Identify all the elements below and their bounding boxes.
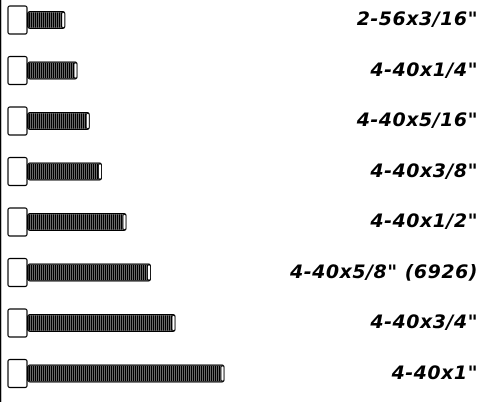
thread-lines — [29, 164, 100, 179]
screw-head — [7, 5, 28, 35]
screw-label-4: 4-40x3/8" — [370, 159, 478, 182]
screw-6 — [7, 257, 151, 288]
screw-label-1: 2-56x3/16" — [356, 8, 478, 30]
thread-lines — [29, 113, 88, 129]
screw-label-8: 4-40x1" — [391, 361, 478, 384]
screw-tip — [147, 264, 151, 281]
screw-2 — [7, 55, 78, 86]
screw-label-5: 4-40x1/2" — [370, 210, 478, 232]
screw-tip — [220, 365, 225, 382]
thread-lines — [29, 315, 174, 331]
screw-label-3: 4-40x5/16" — [356, 109, 478, 131]
screw-tip — [73, 62, 78, 79]
screw-head — [7, 308, 28, 338]
screw-7 — [7, 308, 176, 338]
screws-group — [0, 0, 225, 402]
screw-1 — [7, 5, 66, 35]
screw-3 — [7, 106, 90, 136]
screw-tip — [122, 214, 127, 230]
thread-lines — [29, 366, 222, 381]
screw-head — [7, 358, 28, 389]
screw-label-6: 4-40x5/8" (6926) — [290, 260, 478, 283]
screw-8 — [7, 358, 225, 389]
screw-head — [7, 207, 28, 237]
screw-4 — [7, 156, 102, 187]
screw-head — [7, 106, 28, 136]
screw-tip — [98, 163, 102, 180]
screw-tip — [171, 315, 176, 331]
screw-head — [7, 55, 28, 86]
screw-head — [7, 257, 28, 288]
screw-label-2: 4-40x1/4" — [370, 58, 478, 81]
screw-head — [7, 156, 28, 187]
thread-lines — [29, 214, 124, 230]
thread-lines — [29, 63, 76, 78]
thread-lines — [29, 265, 148, 280]
screw-5 — [7, 207, 127, 237]
screw-label-7: 4-40x3/4" — [370, 311, 478, 333]
screw-tip — [61, 12, 66, 28]
screw-tip — [85, 113, 90, 129]
